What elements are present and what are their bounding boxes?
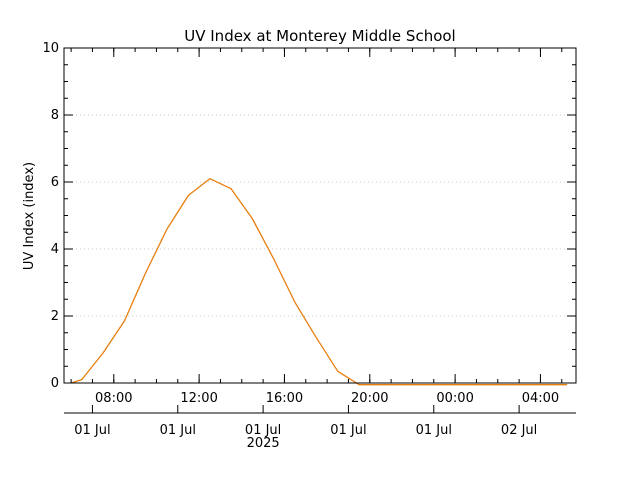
x-tick-label: 20:00 [351,391,388,406]
uv-series-line [70,178,568,386]
x-tick-label: 00:00 [436,391,473,406]
x-tick-label: 08:00 [95,391,132,406]
x-tick-label: 12:00 [180,391,217,406]
date-axis-label: 01 Jul [330,423,366,438]
date-axis-label: 01 Jul [160,423,196,438]
y-tick-label: 10 [42,41,59,56]
x-tick-label: 04:00 [522,391,559,406]
y-tick-label: 2 [51,309,59,324]
date-axis-label: 01 Jul [74,423,110,438]
y-axis-label: UV Index (index) [22,162,37,270]
y-tick-label: 4 [51,242,59,257]
tick-marks [64,47,576,384]
date-axis-year: 2025 [247,436,280,451]
grid-lines [64,114,576,317]
y-tick-label: 6 [51,175,59,190]
tick-labels: 0 2 4 6 8 10 08:00 12:00 16:00 20:00 00:00 04:00 [42,41,559,406]
axes [63,47,577,384]
y-tick-label: 8 [51,108,59,123]
date-axis-label: 01 Jul [245,423,281,438]
plot-frame [63,47,577,384]
date-axis-label: 02 Jul [501,423,537,438]
x-tick-label: 16:00 [266,391,303,406]
series-layer [70,178,568,386]
date-axis-label: 01 Jul [416,423,452,438]
date-axis: 01 Jul 01 Jul 01 Jul 01 Jul 01 Jul 02 Jul 2025 [64,405,576,451]
chart-title: UV Index at Monterey Middle School [184,27,455,45]
y-tick-label: 0 [51,376,59,391]
